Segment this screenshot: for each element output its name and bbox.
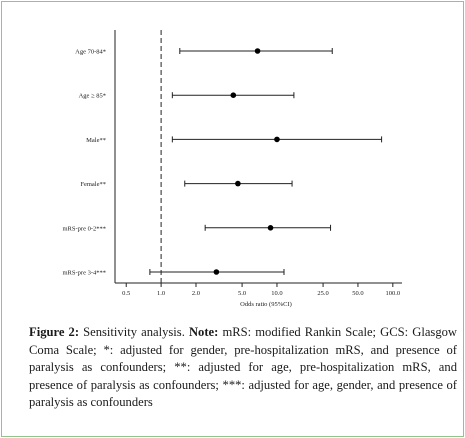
caption-note-label: Note: [188, 325, 219, 339]
caption-text: mRS: modified Rankin Scale; GCS: Glasgow… [29, 325, 458, 409]
caption-title: Sensitivity analysis. [83, 325, 185, 339]
figure-caption: Figure 2: Sensitivity analysis. Note: mR… [29, 324, 457, 412]
x-tick-label: 50.0 [352, 290, 363, 297]
x-tick-label: 0.5 [122, 290, 130, 297]
x-axis-ticks: 0.5 1.0 2.0 5.0 10.0 25.0 50.0 100.0 [122, 283, 400, 297]
forest-rows: Age 70-84* Age ≥ 85* Male** Female** mRS-pre… [62, 48, 383, 277]
row-label: mRS-pre 3-4*** [62, 270, 106, 277]
forest-plot: 0.5 1.0 2.0 5.0 10.0 25.0 50.0 100.0 Age 70-84*… [62, 30, 402, 308]
row-label: Age ≥ 85* [79, 93, 106, 100]
point-estimate [274, 136, 280, 143]
x-tick-label: 25.0 [317, 290, 328, 297]
point-estimate [254, 48, 261, 54]
row-label: Age 70-84* [75, 49, 106, 56]
row-label: mRS-pre 0-2*** [62, 225, 106, 232]
x-tick-label: 100.0 [386, 290, 401, 297]
point-estimate [235, 180, 241, 187]
row-label: Female** [80, 181, 106, 188]
x-tick-label: 1.0 [157, 290, 165, 297]
point-estimate [213, 269, 220, 275]
x-axis-label: Odds ratio (95%CI) [240, 301, 292, 308]
point-estimate [267, 225, 274, 231]
x-tick-label: 2.0 [192, 290, 200, 297]
row-label: Male** [86, 137, 106, 144]
x-tick-label: 10.0 [271, 290, 282, 297]
x-tick-label: 5.0 [238, 290, 246, 297]
point-estimate [230, 92, 237, 98]
caption-figure-label: Figure 2: [29, 325, 80, 339]
